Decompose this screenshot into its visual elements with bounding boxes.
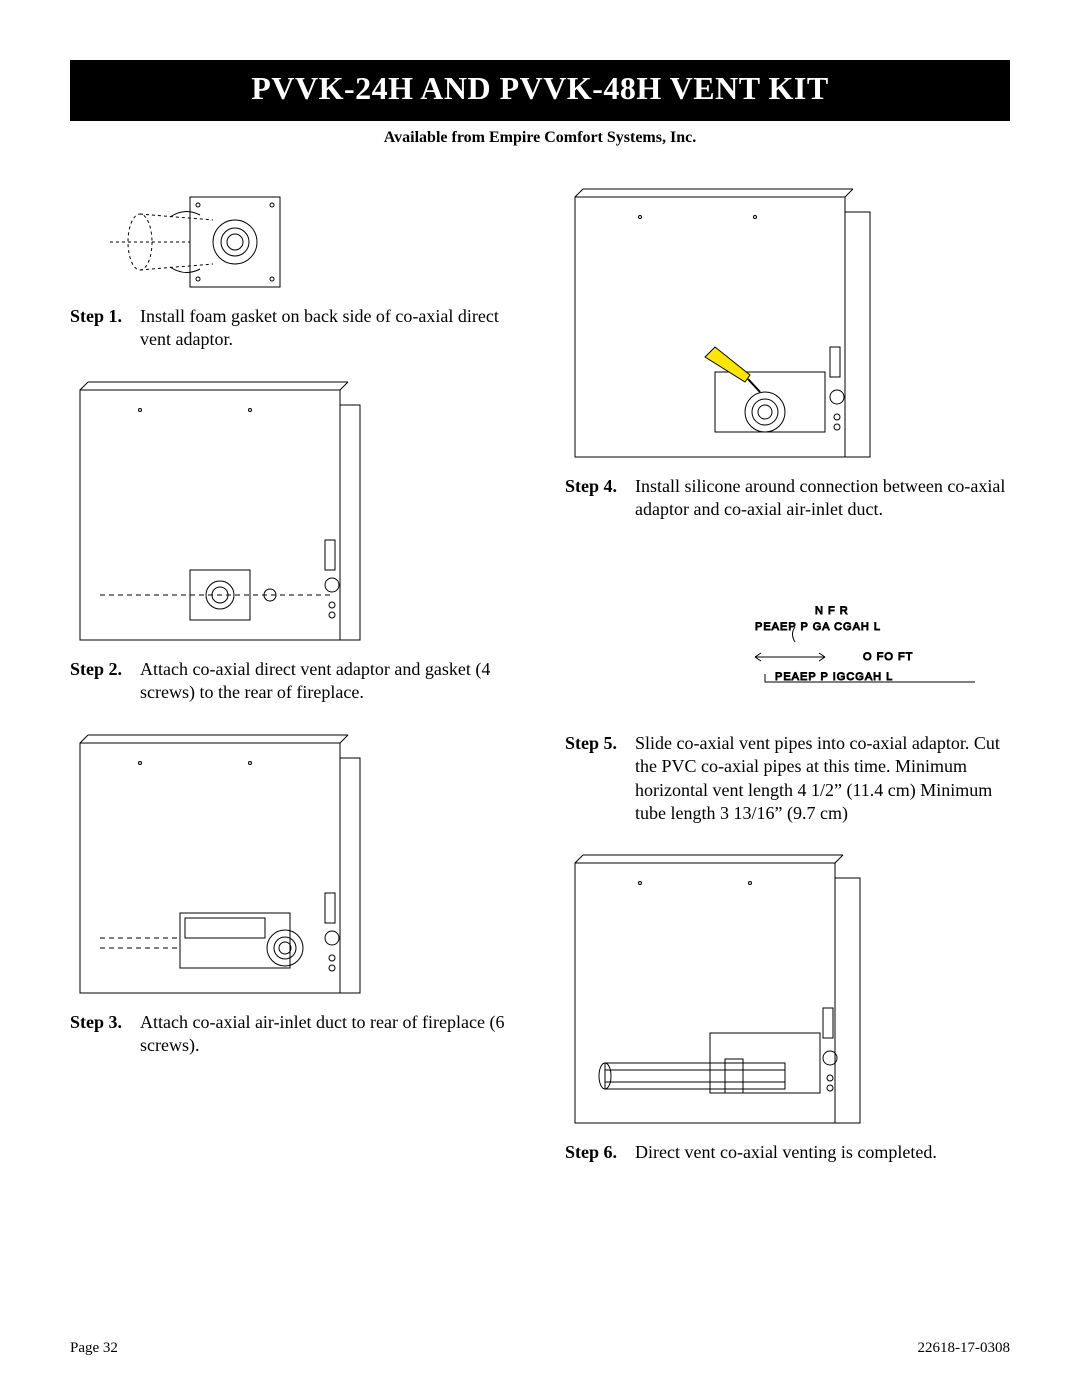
step-5-label: Step 5.: [565, 732, 627, 826]
pipe-label-2: PEAEP P GA CGAH L: [755, 621, 881, 633]
step-2-label: Step 2.: [70, 658, 132, 705]
pipe-label-3: O FO FT: [863, 651, 913, 663]
page-title: PVVK-24H AND PVVK-48H VENT KIT: [70, 70, 1010, 107]
step-1-figure: [70, 187, 515, 297]
step-1-label: Step 1.: [70, 305, 132, 352]
step-2-block: Step 2. Attach co-axial direct vent adap…: [70, 380, 515, 705]
page-footer: Page 32 22618-17-0308: [70, 1340, 1010, 1357]
step-1-block: Step 1. Install foam gasket on back side…: [70, 187, 515, 352]
columns: Step 1. Install foam gasket on back side…: [70, 187, 1010, 1193]
step-2-body: Attach co-axial direct vent adaptor and …: [140, 658, 515, 705]
step-5-body: Slide co-axial vent pipes into co-axial …: [635, 732, 1010, 826]
page: PVVK-24H AND PVVK-48H VENT KIT Available…: [0, 0, 1080, 1397]
left-column: Step 1. Install foam gasket on back side…: [70, 187, 515, 1193]
title-bar: PVVK-24H AND PVVK-48H VENT KIT: [70, 60, 1010, 121]
step-2-figure: [70, 380, 515, 650]
step-5-block: N F R PEAEP P GA CGAH L O FO FT: [565, 602, 1010, 826]
step-6-block: Step 6. Direct vent co-axial venting is …: [565, 853, 1010, 1164]
step-4-body: Install silicone around connection betwe…: [635, 475, 1010, 522]
step-3-body: Attach co-axial air-inlet duct to rear o…: [140, 1011, 515, 1058]
step-5-text: Step 5. Slide co-axial vent pipes into c…: [565, 732, 1010, 826]
footer-page-number: Page 32: [70, 1340, 118, 1357]
step-2-text: Step 2. Attach co-axial direct vent adap…: [70, 658, 515, 705]
step-3-text: Step 3. Attach co-axial air-inlet duct t…: [70, 1011, 515, 1058]
right-column: Step 4. Install silicone around connecti…: [565, 187, 1010, 1193]
step-5-pipe-diagram: N F R PEAEP P GA CGAH L O FO FT: [695, 602, 1010, 712]
footer-doc-number: 22618-17-0308: [918, 1340, 1011, 1357]
step-4-text: Step 4. Install silicone around connecti…: [565, 475, 1010, 522]
step-6-label: Step 6.: [565, 1141, 627, 1164]
step-1-body: Install foam gasket on back side of co-a…: [140, 305, 515, 352]
step-4-figure: [565, 187, 1010, 467]
step-4-block: Step 4. Install silicone around connecti…: [565, 187, 1010, 522]
step-3-block: Step 3. Attach co-axial air-inlet duct t…: [70, 733, 515, 1058]
step-4-label: Step 4.: [565, 475, 627, 522]
step-3-figure: [70, 733, 515, 1003]
step-3-label: Step 3.: [70, 1011, 132, 1058]
pipe-label-4: PEAEP P IGCGAH L: [775, 671, 893, 683]
page-subtitle: Available from Empire Comfort Systems, I…: [70, 129, 1010, 147]
step-6-figure: [565, 853, 1010, 1133]
step-1-text: Step 1. Install foam gasket on back side…: [70, 305, 515, 352]
step-6-body: Direct vent co-axial venting is complete…: [635, 1141, 1010, 1164]
pipe-label-1: N F R: [815, 605, 849, 617]
step-6-text: Step 6. Direct vent co-axial venting is …: [565, 1141, 1010, 1164]
